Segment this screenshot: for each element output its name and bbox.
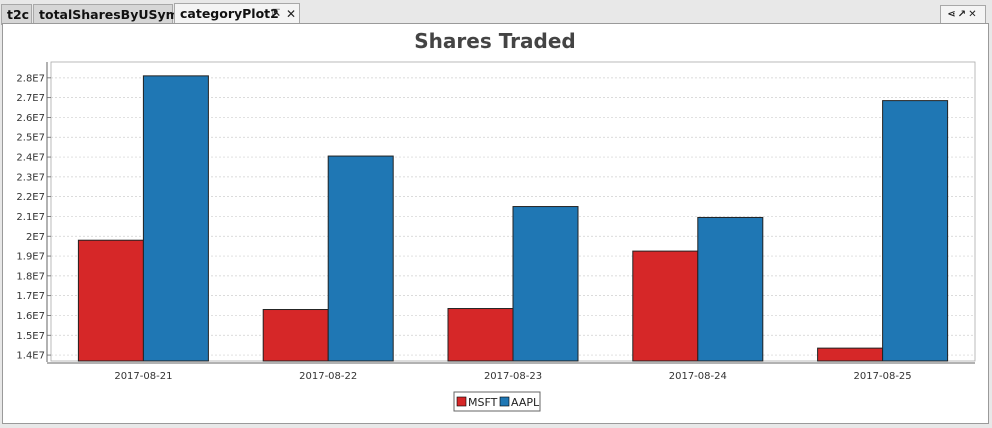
bars [77, 75, 949, 362]
y-tick-label: 2.8E7 [16, 73, 45, 84]
tab-label: totalSharesByUSym2 [39, 7, 188, 22]
axes: 1.4E7 1.5E7 1.6E7 1.7E7 1.8E7 1.9E7 2E7 2.1E7 2.… [16, 62, 975, 382]
tab-totalsharesbyusym2[interactable]: totalSharesByUSym2 [33, 4, 187, 25]
y-tick-label: 2.3E7 [16, 172, 45, 183]
y-tick-label: 2.1E7 [16, 212, 45, 223]
tab-label: t2c [7, 7, 30, 22]
bar-msft-2017-08-21 [77, 239, 144, 362]
bar-aapl-2017-08-21 [142, 75, 209, 362]
tab-t2c[interactable]: t2c [1, 4, 32, 25]
y-tick-label: 1.7E7 [16, 291, 45, 302]
bar-chart[interactable]: Shares Traded 1.4E71.5E71.6E71.7E71.8E71… [3, 24, 988, 423]
close-icon[interactable]: ✕ [968, 9, 979, 20]
popout-icon[interactable]: ⇱ [272, 8, 281, 19]
chart-title: Shares Traded [414, 29, 575, 53]
bar-aapl-2017-08-23 [512, 206, 579, 362]
y-tick-label: 2E7 [26, 232, 45, 243]
popout-icon[interactable]: ↗ [957, 9, 969, 20]
tab-bar: t2c totalSharesByUSym2 categoryPlot2 ⇱ ✕… [0, 2, 992, 26]
bar-aapl-2017-08-24 [697, 216, 764, 362]
legend-swatch-msft [456, 396, 467, 407]
close-icon[interactable]: ✕ [286, 7, 297, 21]
bar-msft-2017-08-24 [632, 250, 699, 362]
legend-box [453, 391, 541, 412]
legend-label-msft: MSFT [468, 396, 498, 409]
bar-msft-2017-08-22 [262, 309, 329, 362]
plot-panel: Shares Traded 1.4E7 1.5E7 1.6E7 1.7E7 1.8E7 1… [2, 23, 989, 424]
y-tick-label: 1.5E7 [16, 331, 45, 342]
share-icon[interactable]: ⋖ [947, 9, 958, 20]
y-tick-label: 1.9E7 [16, 252, 45, 263]
bar-msft-2017-08-25 [817, 347, 884, 362]
legend: MSFT AAPL [453, 391, 541, 412]
bar-msft-2017-08-23 [447, 308, 514, 362]
tab-label: categoryPlot2 [180, 6, 279, 21]
y-tick-label: 2.6E7 [16, 113, 45, 124]
y-tick-label: 1.6E7 [16, 311, 45, 322]
x-tick-label: 2017-08-23 [484, 371, 542, 382]
bar-aapl-2017-08-25 [882, 100, 949, 362]
y-tick-label: 2.2E7 [16, 192, 45, 203]
y-tick-label: 2.4E7 [16, 153, 45, 164]
y-tick-label: 2.7E7 [16, 93, 45, 104]
panel-tools: ⋖↗✕ [940, 5, 986, 24]
tab-categoryplot2[interactable]: categoryPlot2 ⇱ ✕ [174, 3, 300, 26]
x-tick-label: 2017-08-24 [669, 371, 727, 382]
y-tick-label: 2.5E7 [16, 133, 45, 144]
y-tick-label: 1.4E7 [16, 351, 45, 362]
legend-swatch-aapl [499, 396, 510, 407]
legend-label-aapl: AAPL [511, 396, 540, 409]
x-tick-label: 2017-08-25 [854, 371, 912, 382]
x-tick-label: 2017-08-21 [114, 371, 172, 382]
x-tick-label: 2017-08-22 [299, 371, 357, 382]
y-tick-label: 1.8E7 [16, 271, 45, 282]
bar-aapl-2017-08-22 [327, 155, 394, 362]
